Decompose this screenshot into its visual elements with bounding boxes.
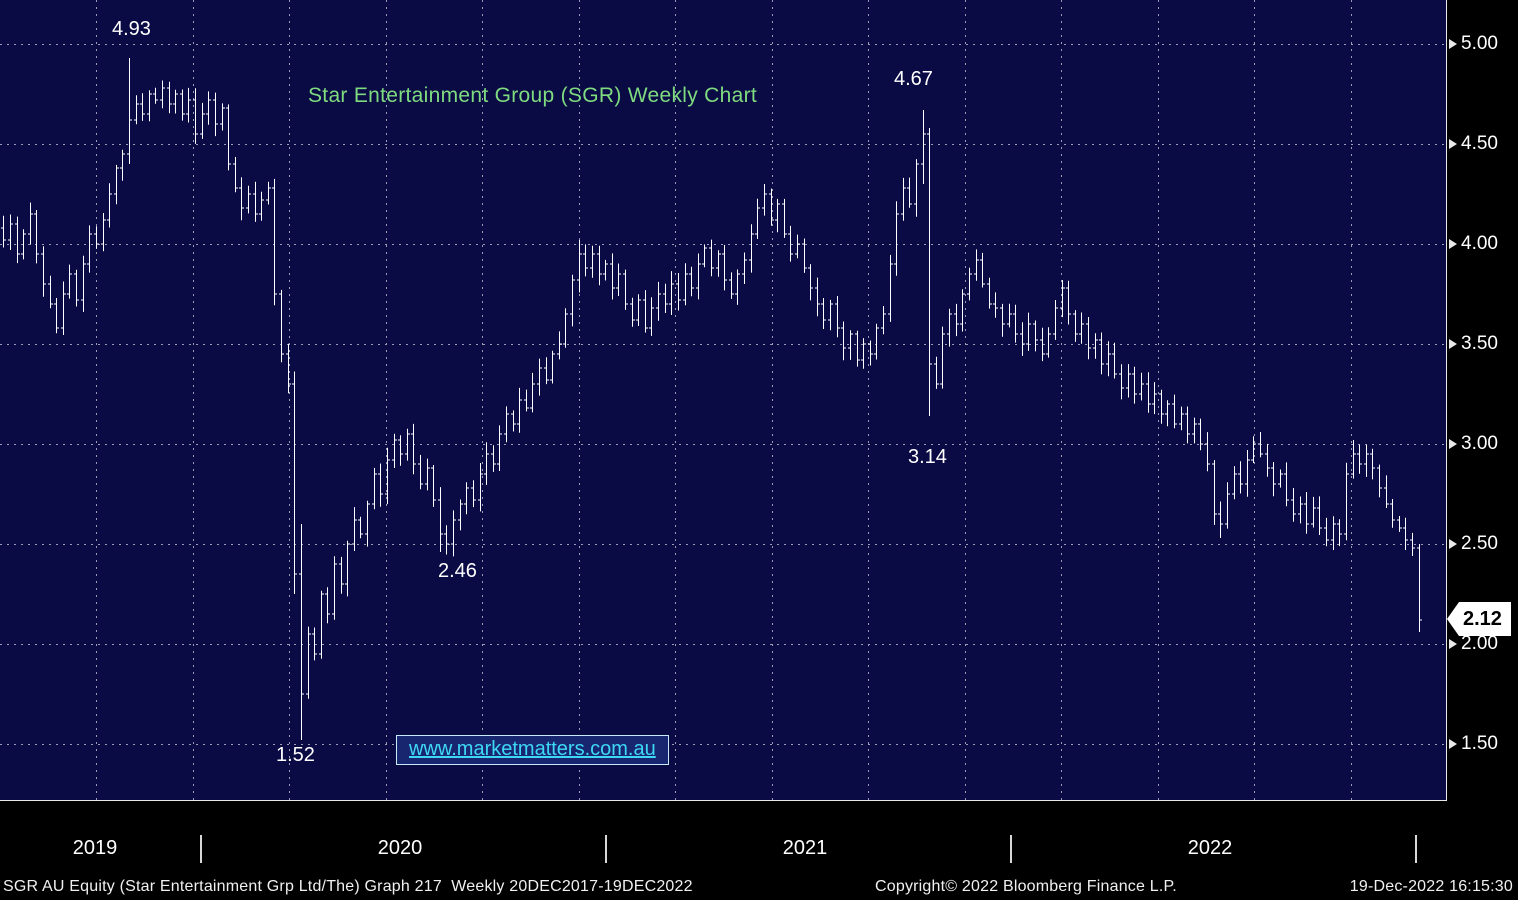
x-axis-year-tick <box>605 835 607 863</box>
last-price-badge: 2.12 <box>1447 602 1511 636</box>
last-price-arrow-icon <box>1447 602 1459 636</box>
tick-label: 3.00 <box>1461 433 1498 454</box>
price-annotation: 4.93 <box>112 18 151 40</box>
x-axis-year-label: 2022 <box>1187 837 1233 859</box>
y-axis-tick: 5.00 <box>1449 32 1498 56</box>
x-axis-year-label: 2020 <box>377 837 423 859</box>
tick-arrow-icon <box>1449 39 1457 49</box>
tick-arrow-icon <box>1449 539 1457 549</box>
status-security-info: SGR AU Equity (Star Entertainment Grp Lt… <box>3 878 693 895</box>
tick-label: 2.00 <box>1461 633 1498 654</box>
tick-label: 5.00 <box>1461 33 1498 54</box>
chart-title: Star Entertainment Group (SGR) Weekly Ch… <box>308 84 757 107</box>
status-copyright: Copyright© 2022 Bloomberg Finance L.P. <box>875 878 1177 895</box>
tick-arrow-icon <box>1449 239 1457 249</box>
y-axis-tick: 3.50 <box>1449 332 1498 356</box>
tick-label: 2.50 <box>1461 533 1498 554</box>
y-axis-tick: 4.00 <box>1449 232 1498 256</box>
x-axis: 2019 2020 2021 2022 <box>0 801 1518 874</box>
price-annotation: 4.67 <box>894 68 933 90</box>
marketmatters-link[interactable]: www.marketmatters.com.au <box>396 735 669 765</box>
y-axis: 5.00 4.50 4.00 3.50 3.00 2.50 2.00 1.50 <box>1447 0 1518 800</box>
x-axis-year-tick <box>1010 835 1012 863</box>
y-axis-tick: 1.50 <box>1449 732 1498 756</box>
tick-arrow-icon <box>1449 139 1457 149</box>
last-price-value: 2.12 <box>1459 602 1511 636</box>
price-chart-svg <box>0 0 1446 800</box>
tick-arrow-icon <box>1449 439 1457 449</box>
tick-label: 4.00 <box>1461 233 1498 254</box>
y-axis-tick: 2.50 <box>1449 532 1498 556</box>
x-axis-year-label: 2019 <box>72 837 118 859</box>
y-axis-tick: 2.00 <box>1449 632 1498 656</box>
tick-label: 1.50 <box>1461 733 1498 754</box>
x-axis-year-label: 2021 <box>782 837 828 859</box>
x-axis-year-tick <box>200 835 202 863</box>
tick-label: 3.50 <box>1461 333 1498 354</box>
tick-label: 4.50 <box>1461 133 1498 154</box>
price-annotation: 2.46 <box>438 560 477 582</box>
y-axis-tick: 4.50 <box>1449 132 1498 156</box>
status-timestamp: 19-Dec-2022 16:15:30 <box>1349 878 1513 895</box>
status-bar: SGR AU Equity (Star Entertainment Grp Lt… <box>0 874 1518 900</box>
plot: Star Entertainment Group (SGR) Weekly Ch… <box>0 0 1447 801</box>
tick-arrow-icon <box>1449 639 1457 649</box>
x-axis-year-tick <box>1415 835 1417 863</box>
tick-arrow-icon <box>1449 739 1457 749</box>
tick-arrow-icon <box>1449 339 1457 349</box>
price-annotation: 3.14 <box>908 446 947 468</box>
y-axis-tick: 3.00 <box>1449 432 1498 456</box>
price-annotation: 1.52 <box>276 744 315 766</box>
